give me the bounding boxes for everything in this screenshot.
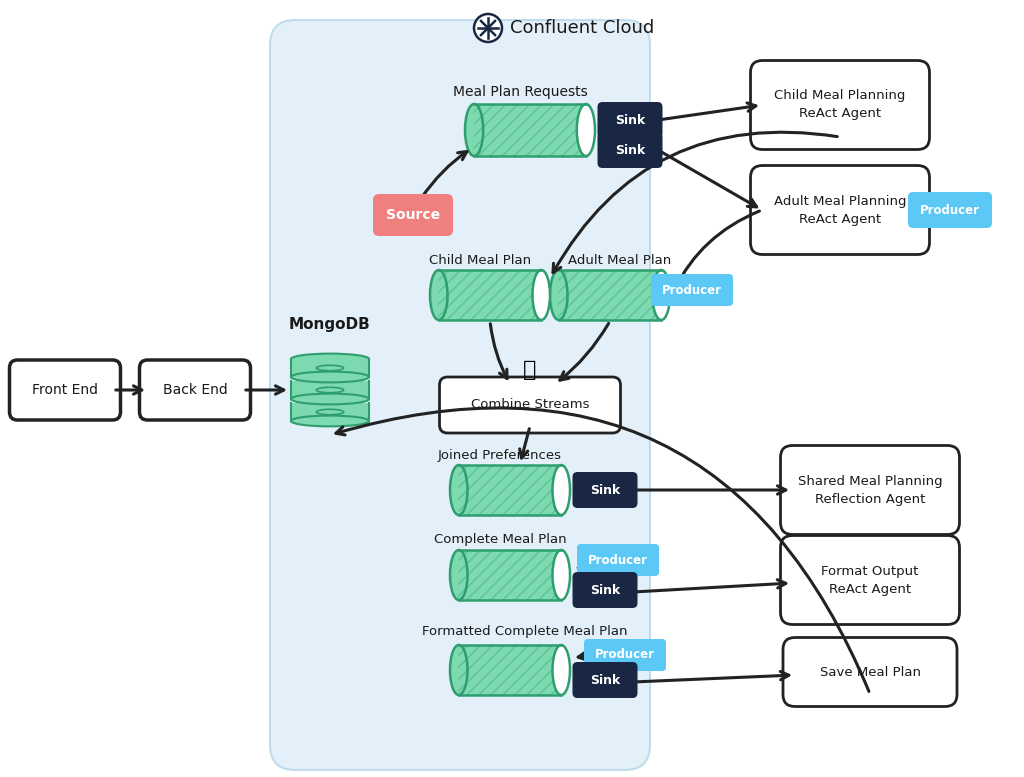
Ellipse shape	[291, 371, 369, 382]
Ellipse shape	[291, 354, 369, 364]
Ellipse shape	[291, 416, 369, 427]
Text: Complete Meal Plan: Complete Meal Plan	[434, 534, 566, 546]
FancyBboxPatch shape	[373, 194, 453, 236]
FancyBboxPatch shape	[751, 166, 930, 255]
Ellipse shape	[430, 270, 447, 320]
FancyBboxPatch shape	[584, 639, 666, 671]
Text: 🎨: 🎨	[523, 360, 537, 380]
Text: Sink: Sink	[590, 674, 621, 687]
Polygon shape	[291, 359, 369, 377]
Text: Save Meal Plan: Save Meal Plan	[819, 665, 921, 678]
Text: Source: Source	[386, 208, 440, 222]
Ellipse shape	[577, 104, 595, 156]
FancyBboxPatch shape	[9, 360, 121, 420]
Ellipse shape	[450, 550, 468, 600]
Polygon shape	[438, 270, 542, 320]
Ellipse shape	[652, 270, 670, 320]
Polygon shape	[459, 550, 561, 600]
FancyBboxPatch shape	[780, 445, 959, 535]
Ellipse shape	[450, 645, 468, 695]
FancyBboxPatch shape	[572, 572, 638, 608]
Ellipse shape	[550, 270, 567, 320]
Text: Child Meal Planning
ReAct Agent: Child Meal Planning ReAct Agent	[774, 89, 905, 120]
Polygon shape	[474, 104, 586, 156]
Text: Front End: Front End	[32, 383, 98, 397]
Ellipse shape	[553, 465, 570, 515]
Polygon shape	[459, 645, 561, 695]
FancyBboxPatch shape	[139, 360, 251, 420]
Text: Shared Meal Planning
Reflection Agent: Shared Meal Planning Reflection Agent	[798, 475, 942, 506]
Text: Sink: Sink	[614, 144, 645, 156]
Polygon shape	[559, 270, 662, 320]
Text: Format Output
ReAct Agent: Format Output ReAct Agent	[821, 565, 919, 595]
Text: MongoDB: MongoDB	[289, 318, 371, 333]
Text: Sink: Sink	[590, 483, 621, 497]
Text: Producer: Producer	[595, 649, 655, 661]
Ellipse shape	[291, 394, 369, 404]
Text: Formatted Complete Meal Plan: Formatted Complete Meal Plan	[422, 625, 628, 639]
Text: Producer: Producer	[920, 204, 980, 217]
Ellipse shape	[532, 270, 550, 320]
Text: Meal Plan Requests: Meal Plan Requests	[453, 85, 588, 99]
Text: Adult Meal Planning
ReAct Agent: Adult Meal Planning ReAct Agent	[774, 194, 906, 225]
Ellipse shape	[450, 465, 468, 515]
Circle shape	[474, 14, 502, 42]
Ellipse shape	[553, 645, 570, 695]
Text: Producer: Producer	[662, 284, 722, 297]
Text: Joined Preferences: Joined Preferences	[438, 448, 562, 462]
Polygon shape	[459, 465, 561, 515]
Text: Sink: Sink	[590, 584, 621, 597]
FancyBboxPatch shape	[597, 132, 663, 168]
FancyBboxPatch shape	[597, 102, 663, 138]
Text: Sink: Sink	[614, 113, 645, 127]
FancyBboxPatch shape	[439, 377, 621, 433]
FancyBboxPatch shape	[651, 274, 733, 306]
FancyBboxPatch shape	[751, 61, 930, 149]
FancyBboxPatch shape	[577, 544, 659, 576]
FancyBboxPatch shape	[572, 662, 638, 698]
Text: Confluent Cloud: Confluent Cloud	[510, 19, 654, 37]
Text: Child Meal Plan: Child Meal Plan	[429, 253, 531, 267]
Ellipse shape	[553, 550, 570, 600]
Polygon shape	[291, 381, 369, 399]
Text: Back End: Back End	[163, 383, 227, 397]
Text: Adult Meal Plan: Adult Meal Plan	[568, 253, 672, 267]
FancyBboxPatch shape	[780, 535, 959, 625]
Text: Producer: Producer	[588, 553, 648, 566]
FancyBboxPatch shape	[572, 472, 638, 508]
FancyBboxPatch shape	[783, 637, 957, 706]
Polygon shape	[291, 403, 369, 421]
FancyBboxPatch shape	[270, 20, 650, 770]
FancyBboxPatch shape	[908, 192, 992, 228]
Ellipse shape	[465, 104, 483, 156]
Text: Combine Streams: Combine Streams	[471, 399, 589, 412]
